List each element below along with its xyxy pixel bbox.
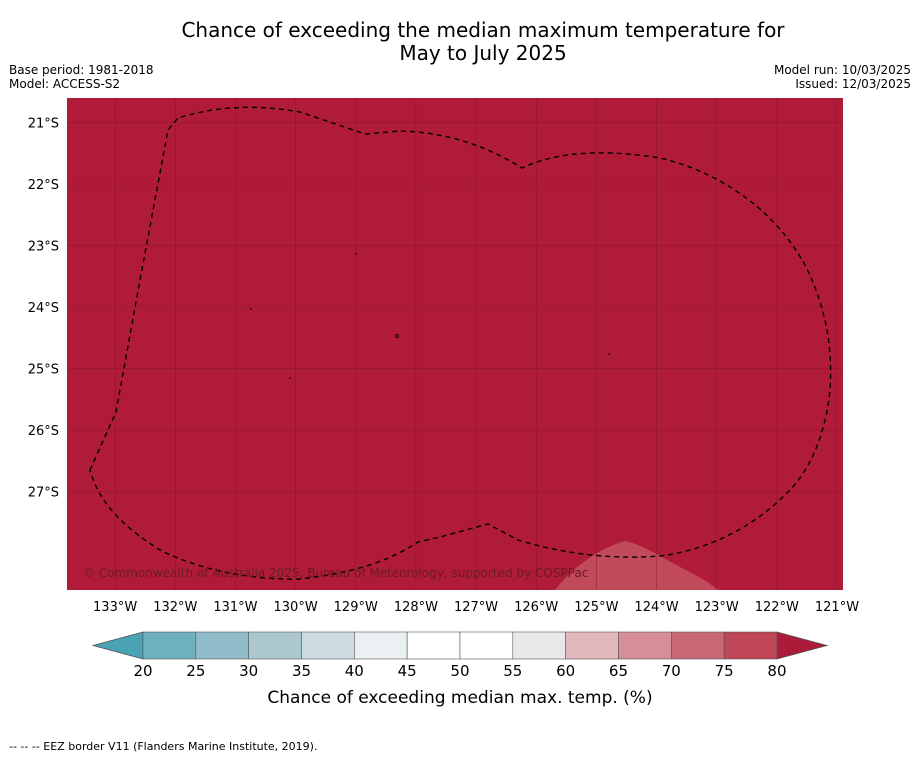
colorbar-segment: [301, 631, 355, 660]
meta-left: Base period: 1981-2018 Model: ACCESS-S2: [9, 63, 154, 91]
colorbar-segment: [354, 631, 408, 660]
colorbar-segment: [248, 631, 302, 660]
latitude-label: 25°S: [28, 363, 59, 378]
model-name: Model: ACCESS-S2: [9, 77, 121, 91]
colorbar-segment: [565, 631, 619, 660]
colorbar-tick-label: 65: [609, 662, 628, 680]
base-period: Base period: 1981-2018: [9, 63, 154, 77]
island-marker: [394, 333, 399, 338]
latitude-label: 23°S: [28, 240, 59, 255]
colorbar-tick-label: 60: [556, 662, 575, 680]
colorbar-tick-label: 20: [133, 662, 152, 680]
issued-date: Issued: 12/03/2025: [795, 77, 911, 91]
colorbar-tick-label: 45: [398, 662, 417, 680]
longitude-label: 128°W: [394, 600, 438, 615]
island-marker: [250, 308, 252, 310]
longitude-label: 132°W: [153, 600, 197, 615]
longitude-label: 130°W: [274, 600, 318, 615]
title-line-2: May to July 2025: [399, 41, 567, 65]
longitude-label: 121°W: [815, 600, 859, 615]
longitude-label: 122°W: [755, 600, 799, 615]
colorbar-tick-label: 70: [662, 662, 681, 680]
colorbar-segment: [195, 631, 249, 660]
colorbar-segment: [618, 631, 672, 660]
island-marker: [289, 377, 291, 379]
eez-border: [89, 106, 832, 580]
latitude-label: 26°S: [28, 424, 59, 439]
colorbar-label: Chance of exceeding median max. temp. (%…: [267, 688, 652, 708]
longitude-label: 133°W: [93, 600, 137, 615]
colorbar-tick-label: 25: [186, 662, 205, 680]
colorbar-segment: [406, 631, 461, 660]
map-area: [67, 98, 843, 590]
island-marker: [608, 353, 610, 355]
longitude-labels: 133°W 132°W 131°W 130°W 129°W 128°W 127°W 126°W…: [93, 600, 859, 615]
colorbar-tick-label: 40: [345, 662, 364, 680]
colorbar-tick-label: 55: [503, 662, 522, 680]
longitude-label: 123°W: [695, 600, 739, 615]
colorbar-segment: [459, 631, 514, 660]
colorbar-tick-label: 30: [239, 662, 258, 680]
colorbar-segment: [512, 631, 566, 660]
longitude-label: 124°W: [634, 600, 678, 615]
title-line-1: Chance of exceeding the median maximum t…: [181, 18, 785, 42]
lower-probability-patch: [555, 541, 718, 590]
colorbar-tick-label: 50: [450, 662, 469, 680]
colorbar-segment: [142, 631, 197, 660]
colorbar: 20 25 30 35 40 45 50 55 60 65 70 75 80: [91, 631, 829, 680]
gridlines: [67, 98, 843, 590]
longitude-label: 125°W: [574, 600, 618, 615]
chart-title: Chance of exceeding the median maximum t…: [0, 19, 919, 65]
colorbar-tick-label: 75: [715, 662, 734, 680]
island-marker: [355, 253, 357, 255]
colorbar-tick-label: 35: [292, 662, 311, 680]
colorbar-extend-high: [776, 631, 829, 660]
colorbar-segment: [723, 631, 778, 660]
latitude-label: 27°S: [28, 486, 59, 501]
latitude-label: 22°S: [28, 178, 59, 193]
longitude-label: 131°W: [213, 600, 257, 615]
longitude-label: 129°W: [334, 600, 378, 615]
longitude-label: 126°W: [514, 600, 558, 615]
latitude-labels: 21°S 22°S 23°S 24°S 25°S 26°S 27°S: [28, 117, 59, 501]
copyright-text: © Commonwealth of Australia 2025, Bureau…: [83, 566, 588, 580]
colorbar-segment: [670, 631, 725, 660]
latitude-label: 21°S: [28, 117, 59, 132]
latitude-label: 24°S: [28, 301, 59, 316]
colorbar-tick-label: 80: [767, 662, 786, 680]
colorbar-extend-low: [91, 631, 144, 660]
model-run: Model run: 10/03/2025: [773, 63, 911, 77]
longitude-label: 127°W: [454, 600, 498, 615]
footnote: -- -- -- EEZ border V11 (Flanders Marine…: [9, 740, 318, 753]
meta-right: Model run: 10/03/2025 Issued: 12/03/2025: [774, 63, 911, 91]
